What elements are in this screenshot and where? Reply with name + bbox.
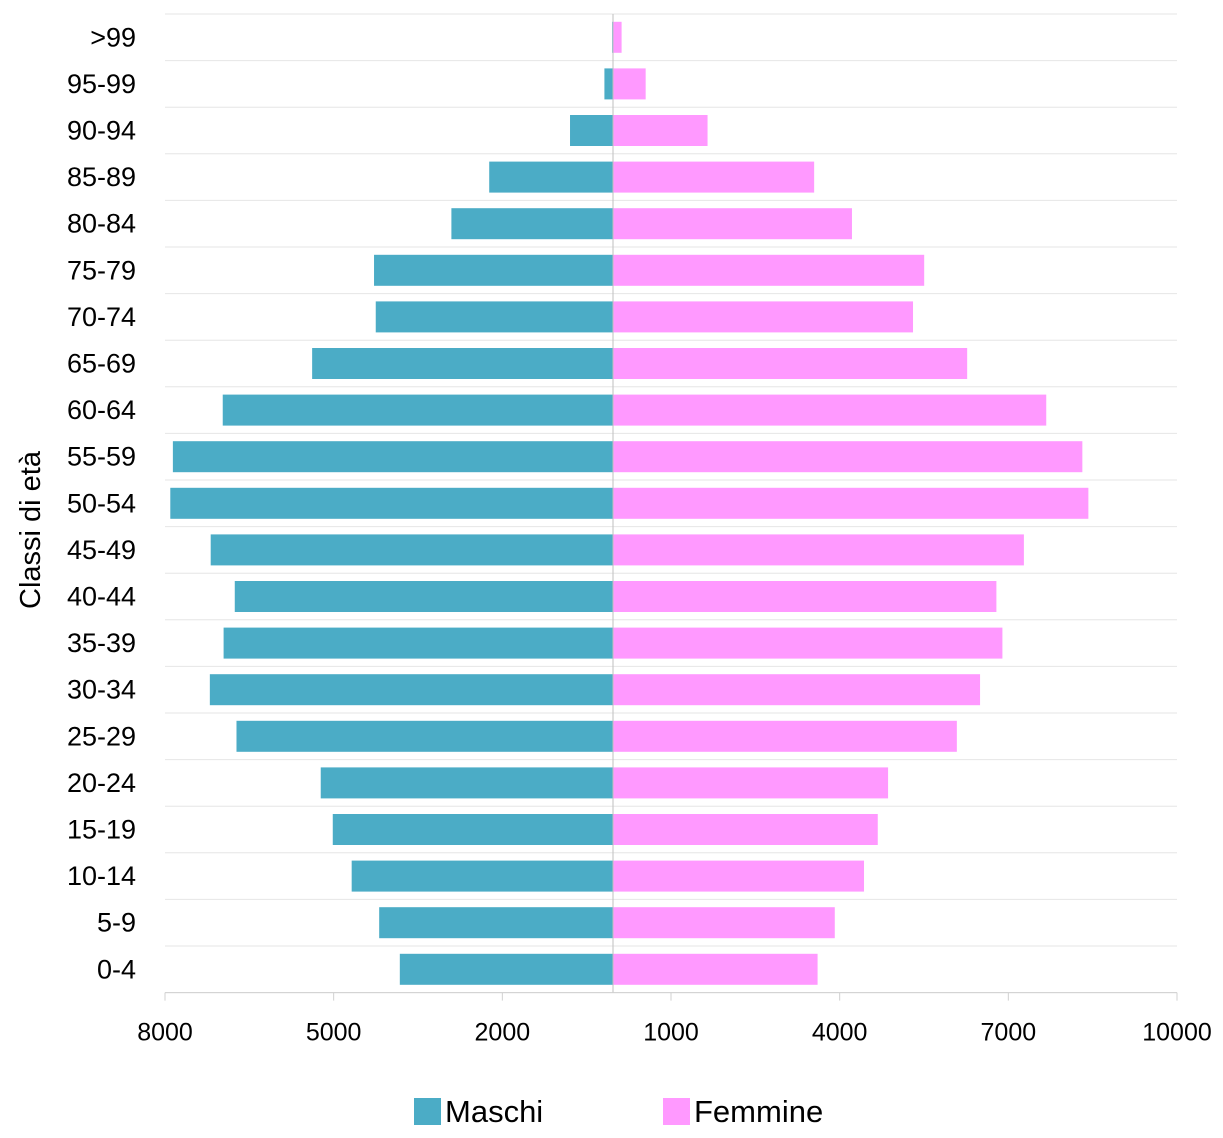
bar-maschi — [170, 487, 613, 519]
bar-femmine — [613, 348, 968, 379]
category-label: 35-39 — [67, 628, 136, 658]
bar-femmine — [613, 674, 981, 706]
category-label: >99 — [90, 22, 136, 52]
bar-femmine — [613, 767, 889, 799]
legend: Maschi Femmine — [0, 1094, 1223, 1138]
x-tick-label: 1000 — [643, 1019, 699, 1047]
category-label: 40-44 — [67, 582, 136, 612]
x-tick-label: 4000 — [812, 1019, 868, 1047]
bar-maschi — [379, 907, 613, 939]
category-label: 25-29 — [67, 721, 136, 751]
bar-maschi — [374, 254, 613, 286]
category-labels: >99 95-99 90-94 85-89 80-84 75-79 70-74 65-69 60… — [67, 22, 136, 984]
bar-femmine — [613, 254, 925, 286]
population-pyramid-chart: >99 95-99 90-94 85-89 80-84 75-79 70-74 65-69 60… — [15, 13, 1212, 1047]
category-label: 55-59 — [67, 442, 136, 472]
bar-femmine — [613, 487, 1089, 519]
category-label: 0-4 — [97, 954, 136, 984]
x-tick-label: 8000 — [137, 1019, 193, 1047]
category-label: 75-79 — [67, 255, 136, 285]
category-label: 70-74 — [67, 302, 136, 332]
category-label: 10-14 — [67, 861, 136, 891]
bar-maschi — [351, 860, 613, 892]
bar-femmine — [613, 814, 878, 845]
legend-swatch-maschi — [414, 1098, 441, 1125]
bar-maschi — [209, 674, 613, 706]
x-tick-label: 5000 — [306, 1019, 362, 1047]
category-label: 15-19 — [67, 815, 136, 845]
bar-femmine — [613, 441, 1083, 473]
legend-label-maschi: Maschi — [445, 1094, 544, 1129]
category-label: 5-9 — [97, 908, 136, 938]
x-tick-label: 7000 — [981, 1019, 1037, 1047]
legend-item-femmine: Femmine — [663, 1094, 824, 1129]
x-tick-label: 10000 — [1142, 1019, 1212, 1047]
bar-femmine — [613, 720, 957, 752]
bar-femmine — [613, 161, 815, 193]
bar-maschi — [451, 208, 613, 240]
bar-femmine — [613, 115, 708, 146]
category-label: 60-64 — [67, 395, 136, 425]
bar-maschi — [570, 115, 613, 146]
bar-maschi — [375, 301, 613, 333]
bar-femmine — [613, 68, 646, 100]
category-label: 90-94 — [67, 116, 136, 146]
bar-maschi — [223, 627, 613, 659]
bar-femmine — [613, 534, 1024, 566]
category-label: 95-99 — [67, 69, 136, 99]
bar-femmine — [613, 208, 852, 240]
bar-maschi — [234, 581, 613, 612]
bar-femmine — [613, 21, 622, 53]
bar-maschi — [236, 720, 613, 752]
category-label: 65-69 — [67, 349, 136, 379]
category-label: 30-34 — [67, 675, 136, 705]
bar-maschi — [489, 161, 613, 193]
category-label: 20-24 — [67, 768, 136, 798]
bar-femmine — [613, 301, 914, 333]
bar-femmine — [613, 907, 835, 939]
bar-maschi — [312, 348, 613, 379]
bar-maschi — [172, 441, 613, 473]
bar-maschi — [604, 68, 613, 100]
bar-maschi — [210, 534, 613, 566]
bar-femmine — [613, 860, 865, 892]
category-label: 50-54 — [67, 488, 136, 518]
bar-maschi — [332, 814, 613, 845]
bar-femmine — [613, 581, 997, 612]
legend-item-maschi: Maschi — [414, 1094, 544, 1129]
category-label: 80-84 — [67, 209, 136, 239]
bars — [170, 21, 1089, 985]
bar-maschi — [222, 394, 613, 426]
x-axis: 8000 5000 2000 1000 4000 7000 10000 — [137, 14, 1212, 1047]
category-label: 45-49 — [67, 535, 136, 565]
x-tick-label: 2000 — [475, 1019, 531, 1047]
y-axis-title: Classi di età — [15, 450, 47, 609]
bar-maschi — [320, 767, 613, 799]
bar-femmine — [613, 953, 818, 985]
legend-label-femmine: Femmine — [694, 1094, 824, 1129]
legend-swatch-femmine — [663, 1098, 690, 1125]
bar-femmine — [613, 394, 1047, 426]
bar-maschi — [399, 953, 613, 985]
bar-femmine — [613, 627, 1003, 659]
category-label: 85-89 — [67, 162, 136, 192]
